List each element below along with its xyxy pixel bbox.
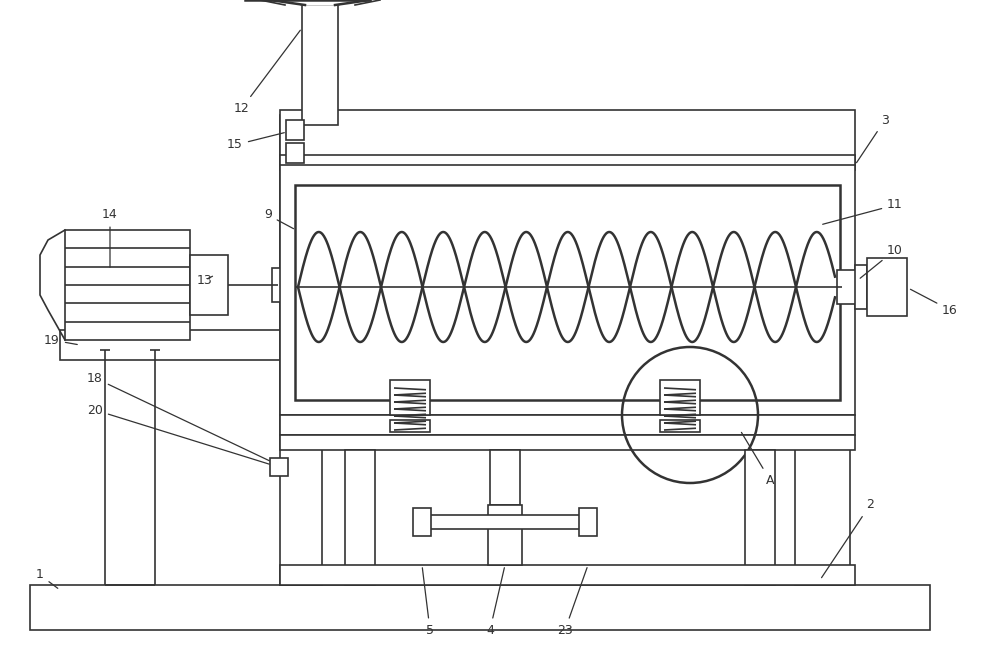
Bar (855, 265, 867, 309)
Bar (660, 420, 700, 432)
Bar (270, 458, 288, 476)
Text: 11: 11 (823, 199, 903, 225)
Text: 5: 5 (422, 568, 434, 637)
Bar (280, 155, 855, 170)
Bar (280, 165, 855, 415)
Bar (280, 415, 855, 435)
Text: 16: 16 (910, 289, 958, 317)
Text: 12: 12 (234, 31, 300, 114)
Bar (867, 258, 907, 316)
Bar (190, 255, 228, 315)
Bar (420, 515, 590, 529)
Bar (345, 450, 375, 585)
Bar (302, 5, 338, 125)
Bar (280, 435, 855, 450)
Bar (65, 230, 190, 340)
Bar (280, 110, 855, 165)
Text: 15: 15 (227, 132, 284, 151)
Text: A: A (741, 432, 774, 487)
Bar (286, 143, 304, 163)
Bar (30, 585, 930, 630)
Bar (413, 508, 431, 536)
Bar (390, 380, 430, 415)
Text: 2: 2 (822, 498, 874, 578)
Bar (280, 565, 855, 585)
Text: 13: 13 (197, 273, 213, 286)
Bar (488, 505, 522, 565)
Bar (795, 415, 850, 585)
Text: 14: 14 (102, 208, 118, 267)
Text: 18: 18 (87, 371, 269, 461)
Text: 1: 1 (36, 569, 58, 589)
Text: 23: 23 (557, 568, 587, 637)
Bar (272, 268, 292, 302)
Bar (390, 420, 430, 432)
Bar (60, 330, 280, 360)
Bar (280, 115, 322, 585)
Bar (745, 450, 775, 585)
Text: 19: 19 (44, 334, 77, 347)
Bar (660, 380, 700, 415)
Text: 9: 9 (264, 208, 294, 228)
Text: 20: 20 (87, 404, 269, 464)
Bar (837, 270, 859, 304)
Text: 3: 3 (857, 114, 889, 163)
Text: 4: 4 (486, 568, 504, 637)
Bar (579, 508, 597, 536)
Bar (295, 185, 840, 400)
Polygon shape (270, 0, 370, 5)
Text: 10: 10 (860, 243, 903, 278)
Bar (286, 120, 304, 140)
Bar (490, 450, 520, 505)
